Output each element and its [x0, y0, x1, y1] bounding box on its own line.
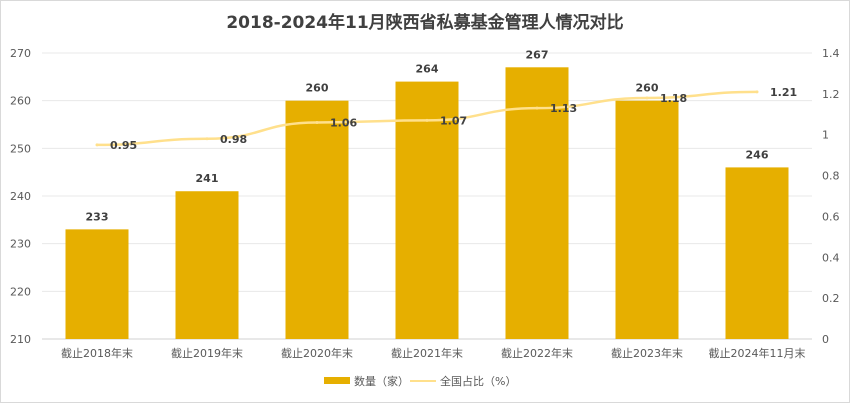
bar — [725, 167, 789, 339]
x-tick-label: 截止2020年末 — [281, 346, 353, 360]
bar-value-label: 246 — [746, 148, 769, 161]
bar-value-label: 264 — [416, 63, 439, 76]
bar — [395, 81, 459, 339]
y-left-tick-label: 270 — [10, 47, 31, 60]
ratio-point — [755, 90, 759, 94]
line-value-label: 1.21 — [770, 86, 797, 99]
line-value-label: 0.95 — [110, 139, 137, 152]
bar-value-label: 233 — [86, 210, 109, 223]
bar-value-label: 267 — [526, 48, 549, 61]
legend-bar-label: 数量（家） — [354, 374, 409, 388]
line-value-label: 0.98 — [220, 133, 247, 146]
x-tick-label: 截止2019年末 — [171, 346, 243, 360]
legend-line-label: 全国占比（%） — [440, 374, 516, 388]
ratio-point — [535, 106, 539, 110]
ratio-point — [95, 143, 99, 147]
x-tick-label: 截止2024年11月末 — [709, 346, 806, 360]
ratio-point — [425, 118, 429, 122]
y-right-tick-label: 0.8 — [822, 170, 840, 183]
y-right-tick-label: 0.4 — [822, 251, 840, 264]
y-left-tick-label: 210 — [10, 333, 31, 346]
y-left-tick-label: 240 — [10, 190, 31, 203]
x-tick-label: 截止2021年末 — [391, 346, 463, 360]
ratio-point — [315, 120, 319, 124]
bar-value-label: 241 — [196, 172, 219, 185]
ratio-point — [205, 137, 209, 141]
y-right-tick-label: 1.2 — [822, 88, 840, 101]
bar-value-label: 260 — [306, 82, 329, 95]
y-right-tick-label: 0 — [822, 333, 829, 346]
legend: 数量（家） 全国占比（%） — [324, 374, 516, 388]
y-right-tick-label: 0.2 — [822, 292, 840, 305]
ratio-point — [645, 96, 649, 100]
bar — [285, 100, 349, 340]
line-value-label: 1.13 — [550, 102, 577, 115]
y-left-tick-label: 250 — [10, 142, 31, 155]
y-right-tick-label: 1 — [822, 129, 829, 142]
y-left-tick-label: 230 — [10, 238, 31, 251]
line-value-label: 1.06 — [330, 116, 357, 129]
x-tick-label: 截止2018年末 — [61, 346, 133, 360]
y-left-tick-label: 260 — [10, 95, 31, 108]
bar — [175, 191, 239, 339]
bar — [505, 67, 569, 340]
line-value-label: 1.07 — [440, 114, 467, 127]
x-tick-label: 截止2022年末 — [501, 346, 573, 360]
y-right-tick-label: 1.4 — [822, 47, 840, 60]
bar — [615, 100, 679, 340]
line-value-label: 1.18 — [660, 92, 687, 105]
x-tick-label: 截止2023年末 — [611, 346, 683, 360]
y-left-tick-label: 220 — [10, 285, 31, 298]
chart-title: 2018-2024年11月陕西省私募基金管理人情况对比 — [226, 12, 623, 33]
y-right-tick-label: 0.6 — [822, 210, 840, 223]
bar-value-label: 260 — [636, 82, 659, 95]
legend-bar-swatch — [324, 377, 350, 384]
bar — [65, 229, 129, 339]
